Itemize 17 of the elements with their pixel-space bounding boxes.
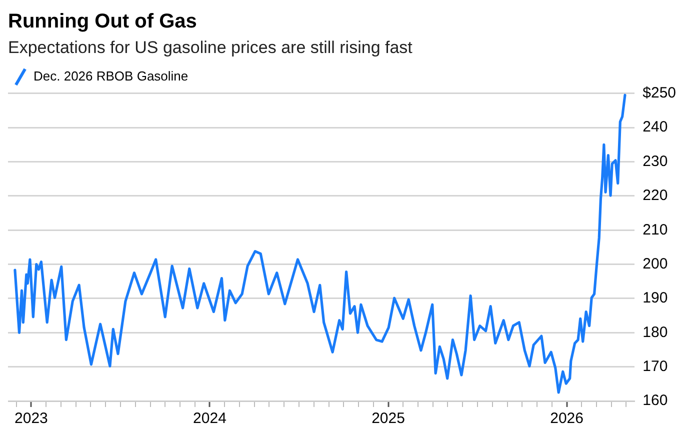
x-tick-label: 2026 bbox=[550, 410, 584, 428]
x-tick-label: 2025 bbox=[372, 410, 405, 428]
y-tick-label: 160 bbox=[642, 392, 668, 410]
y-tick-label: $250 bbox=[642, 84, 676, 102]
y-tick-label: 190 bbox=[642, 290, 668, 307]
x-tick-label: 2023 bbox=[14, 410, 48, 428]
x-tick-label: 2024 bbox=[193, 410, 226, 428]
y-tick-label: 220 bbox=[642, 187, 668, 204]
chart-title: Running Out of Gas bbox=[8, 10, 197, 33]
y-tick-label: 170 bbox=[642, 358, 668, 375]
y-tick-label: 200 bbox=[642, 255, 668, 272]
y-tick-label: 230 bbox=[642, 152, 668, 170]
y-tick-label: 210 bbox=[642, 221, 668, 238]
y-tick-label: 180 bbox=[642, 324, 668, 341]
y-tick-label: 240 bbox=[642, 118, 668, 136]
legend-label: Dec. 2026 RBOB Gasoline bbox=[34, 68, 188, 84]
chart-subtitle: Expectations for US gasoline prices are still rising fast bbox=[8, 38, 413, 57]
